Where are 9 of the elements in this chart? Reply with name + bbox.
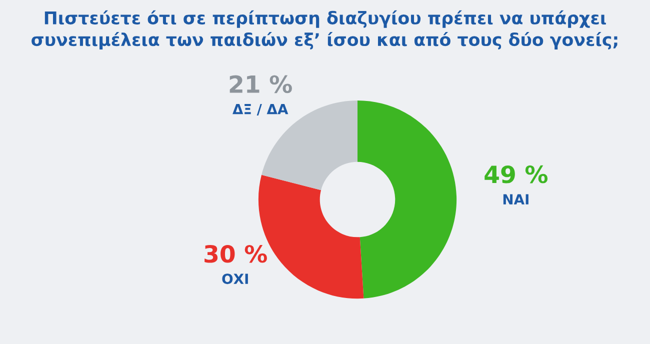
chart-title: Πιστεύετε ότι σε περίπτωση διαζυγίου πρέπει να υπάρχει συνεπιμέλεια των παιδιών εξ’ ίσου και από τους δύο γονείς;: [32, 10, 618, 50]
slice-label: ΟΧΙ: [222, 274, 248, 284]
slice-label: ΝΑΙ: [503, 194, 528, 204]
data-label: 21 %: [230, 75, 292, 94]
donut-slice: [262, 100, 358, 190]
data-label: 30 %: [204, 244, 267, 263]
donut-slice: [358, 100, 457, 298]
slice-label: ΔΞ / ΔΑ: [232, 104, 288, 116]
data-label: 49 %: [484, 165, 548, 184]
